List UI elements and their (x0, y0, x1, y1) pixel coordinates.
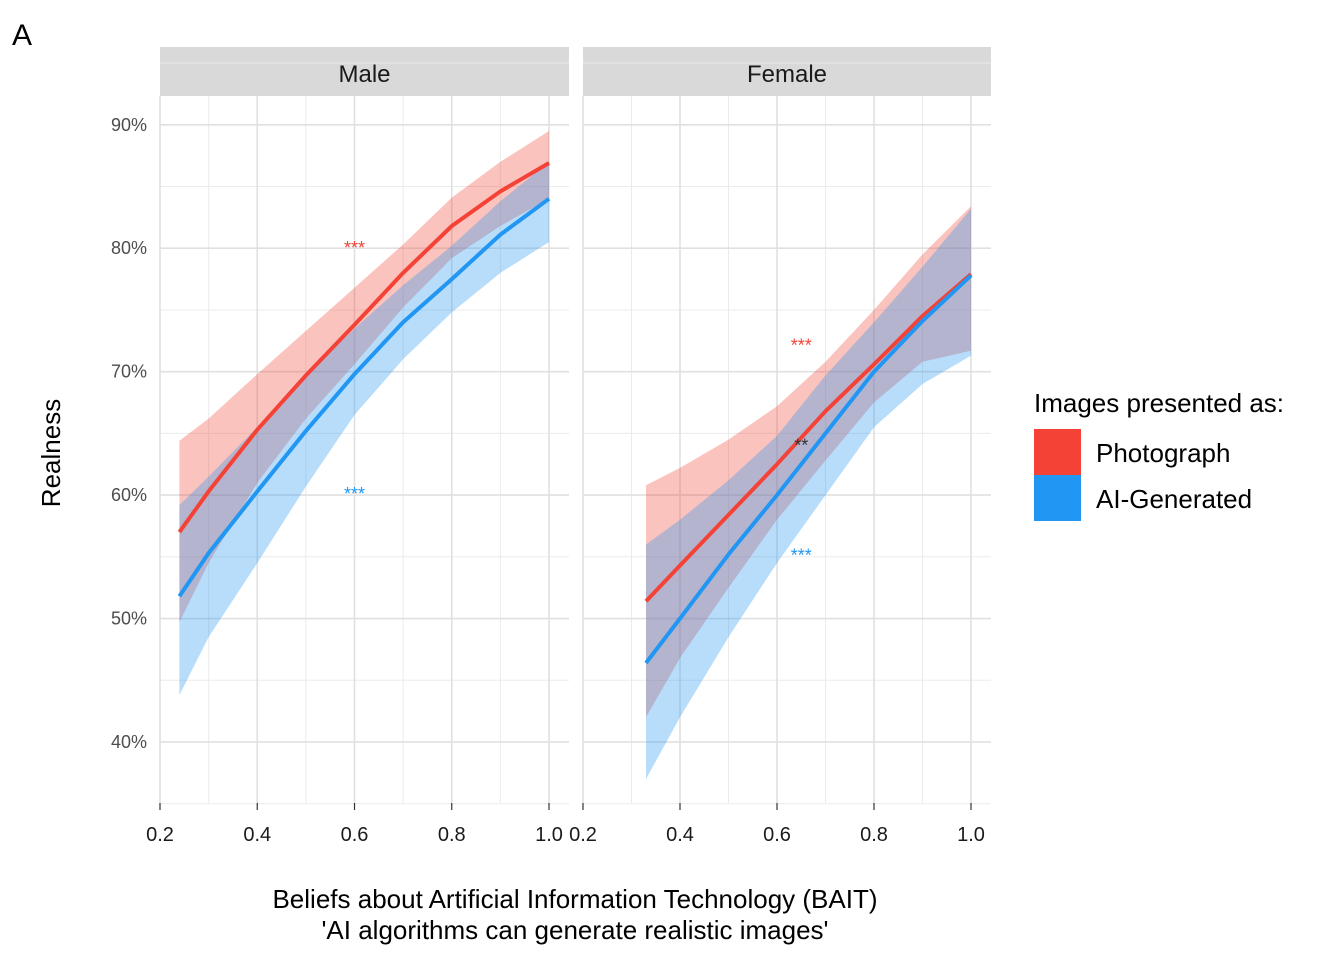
series-line-ai-generated (644, 273, 973, 665)
x-tick-label: 1.0 (957, 824, 985, 846)
legend: Images presented as: Photograph AI-Gener… (1034, 388, 1284, 521)
x-axis-title-line-2: 'AI algorithms can generate realistic im… (321, 915, 828, 945)
y-tick-label: 90% (111, 115, 147, 135)
panel-female: Female********0.2 0.4 0.6 0.8 1.0 (569, 47, 991, 846)
x-axis-title-line-1: Beliefs about Artificial Information Tec… (272, 884, 877, 914)
significance-label: *** (791, 546, 812, 566)
confidence-band-ai-generated (179, 161, 549, 696)
confidence-band-photograph (646, 206, 971, 718)
facet-strip (583, 47, 991, 96)
legend-title: Images presented as: (1034, 388, 1284, 418)
legend-label-photograph: Photograph (1096, 438, 1230, 468)
significance-label: *** (791, 336, 812, 356)
series-line-photograph (644, 272, 973, 603)
confidence-band-photograph (179, 131, 549, 623)
series-line-ai-generated (177, 197, 551, 598)
x-tick-label: 0.6 (341, 824, 369, 846)
gridlines (582, 62, 991, 805)
legend-label-ai-generated: AI-Generated (1096, 484, 1252, 514)
x-tick-label: 0.8 (438, 824, 466, 846)
panel-tag: A (12, 19, 32, 52)
panel-male: Male *** *** 40% 50% 60% 70% 80% 90% 0.2 0.4 0.6 0.8… (111, 47, 569, 846)
x-tick-label: 1.0 (535, 824, 563, 846)
x-tick-label: 0.8 (860, 824, 888, 846)
facet-label: Female (747, 61, 827, 88)
y-tick-label: 60% (111, 485, 147, 505)
significance-label: ** (794, 436, 808, 456)
y-tick-label: 70% (111, 362, 147, 382)
y-tick-label: 50% (111, 609, 147, 629)
y-axis-title: Realness (36, 399, 66, 507)
x-tick-label: 0.2 (569, 824, 597, 846)
y-tick-label: 40% (111, 732, 147, 752)
x-tick-label: 0.6 (763, 824, 791, 846)
significance-label: *** (344, 238, 365, 258)
gridlines (159, 62, 569, 805)
legend-key-photograph (1034, 429, 1081, 475)
series-line-photograph (177, 161, 551, 534)
facet-strip (160, 47, 569, 96)
facet-label: Male (338, 61, 390, 88)
y-tick-label: 80% (111, 238, 147, 258)
x-tick-label: 0.4 (243, 824, 271, 846)
x-tick-label: 0.4 (666, 824, 694, 846)
significance-label: *** (344, 484, 365, 504)
legend-key-ai-generated (1034, 475, 1081, 521)
x-tick-label: 0.2 (146, 824, 174, 846)
